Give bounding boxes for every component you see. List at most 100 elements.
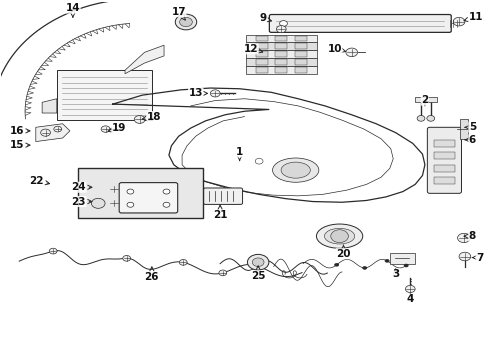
Text: 12: 12 [243, 44, 262, 54]
Circle shape [54, 126, 61, 132]
Circle shape [345, 48, 357, 57]
Text: 8: 8 [463, 231, 475, 241]
Bar [275, 51, 287, 57]
Text: 16: 16 [10, 126, 30, 136]
Circle shape [384, 259, 389, 263]
Bar [275, 36, 287, 41]
Bar [433, 152, 454, 159]
Circle shape [405, 285, 414, 293]
Bar [245, 35, 316, 42]
Bar [245, 50, 316, 58]
Circle shape [210, 90, 220, 97]
Bar [255, 59, 267, 65]
Bar [294, 36, 306, 41]
Bar [433, 165, 454, 172]
Circle shape [403, 264, 408, 267]
Bar [294, 59, 306, 65]
Circle shape [457, 233, 469, 243]
Bar [459, 119, 467, 139]
FancyBboxPatch shape [203, 188, 242, 204]
Text: 2: 2 [421, 95, 427, 106]
Text: 21: 21 [212, 205, 227, 220]
Bar [294, 44, 306, 49]
Bar [255, 36, 267, 41]
Circle shape [362, 266, 366, 270]
Text: 24: 24 [71, 182, 92, 192]
Circle shape [179, 260, 187, 265]
Circle shape [252, 258, 264, 266]
Text: 7: 7 [471, 253, 483, 262]
Text: 22: 22 [29, 176, 49, 186]
Bar [245, 58, 316, 66]
Text: 9: 9 [259, 13, 271, 23]
Text: 5: 5 [464, 122, 475, 132]
Text: 17: 17 [171, 6, 185, 20]
Text: 23: 23 [71, 197, 92, 207]
Bar [255, 67, 267, 73]
Text: 6: 6 [464, 135, 475, 145]
Circle shape [333, 263, 338, 267]
Bar [433, 177, 454, 184]
Circle shape [109, 200, 119, 207]
Text: 15: 15 [10, 140, 30, 150]
Bar [294, 67, 306, 73]
Circle shape [49, 248, 57, 254]
Bar [389, 253, 414, 264]
Bar [245, 66, 316, 74]
Text: 26: 26 [144, 267, 159, 282]
Text: 13: 13 [188, 89, 207, 98]
Circle shape [41, 129, 50, 136]
Circle shape [163, 202, 169, 207]
Circle shape [330, 230, 347, 243]
Circle shape [134, 116, 145, 123]
Bar [275, 44, 287, 49]
Circle shape [279, 21, 287, 26]
Text: 14: 14 [65, 3, 80, 17]
FancyBboxPatch shape [269, 14, 450, 32]
Circle shape [127, 202, 134, 207]
Polygon shape [36, 124, 70, 141]
Text: 10: 10 [327, 44, 345, 54]
FancyBboxPatch shape [427, 127, 461, 193]
Circle shape [426, 116, 434, 121]
Ellipse shape [281, 162, 310, 178]
Circle shape [127, 189, 134, 194]
Bar [414, 97, 436, 102]
Polygon shape [42, 99, 57, 113]
Circle shape [91, 198, 105, 208]
Text: 18: 18 [142, 112, 161, 122]
Ellipse shape [324, 228, 354, 244]
Circle shape [458, 252, 470, 261]
Circle shape [276, 26, 285, 33]
Text: 4: 4 [406, 293, 413, 304]
Circle shape [219, 270, 226, 276]
Bar [433, 140, 454, 147]
Text: 1: 1 [236, 147, 243, 161]
Bar [57, 70, 152, 120]
Circle shape [255, 158, 263, 164]
Ellipse shape [316, 224, 362, 248]
Circle shape [179, 17, 192, 27]
Bar [78, 168, 203, 218]
Bar [245, 42, 316, 50]
Text: 19: 19 [108, 123, 126, 133]
Circle shape [101, 126, 110, 132]
Ellipse shape [272, 158, 318, 182]
Text: 20: 20 [336, 245, 350, 258]
Circle shape [247, 255, 268, 270]
Text: 25: 25 [250, 266, 265, 281]
Circle shape [109, 185, 119, 192]
Text: 11: 11 [463, 12, 482, 22]
Bar [275, 59, 287, 65]
Text: 3: 3 [391, 269, 399, 279]
Bar [255, 44, 267, 49]
Polygon shape [125, 45, 163, 74]
FancyBboxPatch shape [119, 183, 177, 213]
Circle shape [416, 116, 424, 121]
Circle shape [122, 256, 130, 261]
Circle shape [163, 189, 169, 194]
Bar [294, 51, 306, 57]
Bar [255, 51, 267, 57]
Circle shape [452, 17, 464, 26]
Circle shape [175, 14, 196, 30]
